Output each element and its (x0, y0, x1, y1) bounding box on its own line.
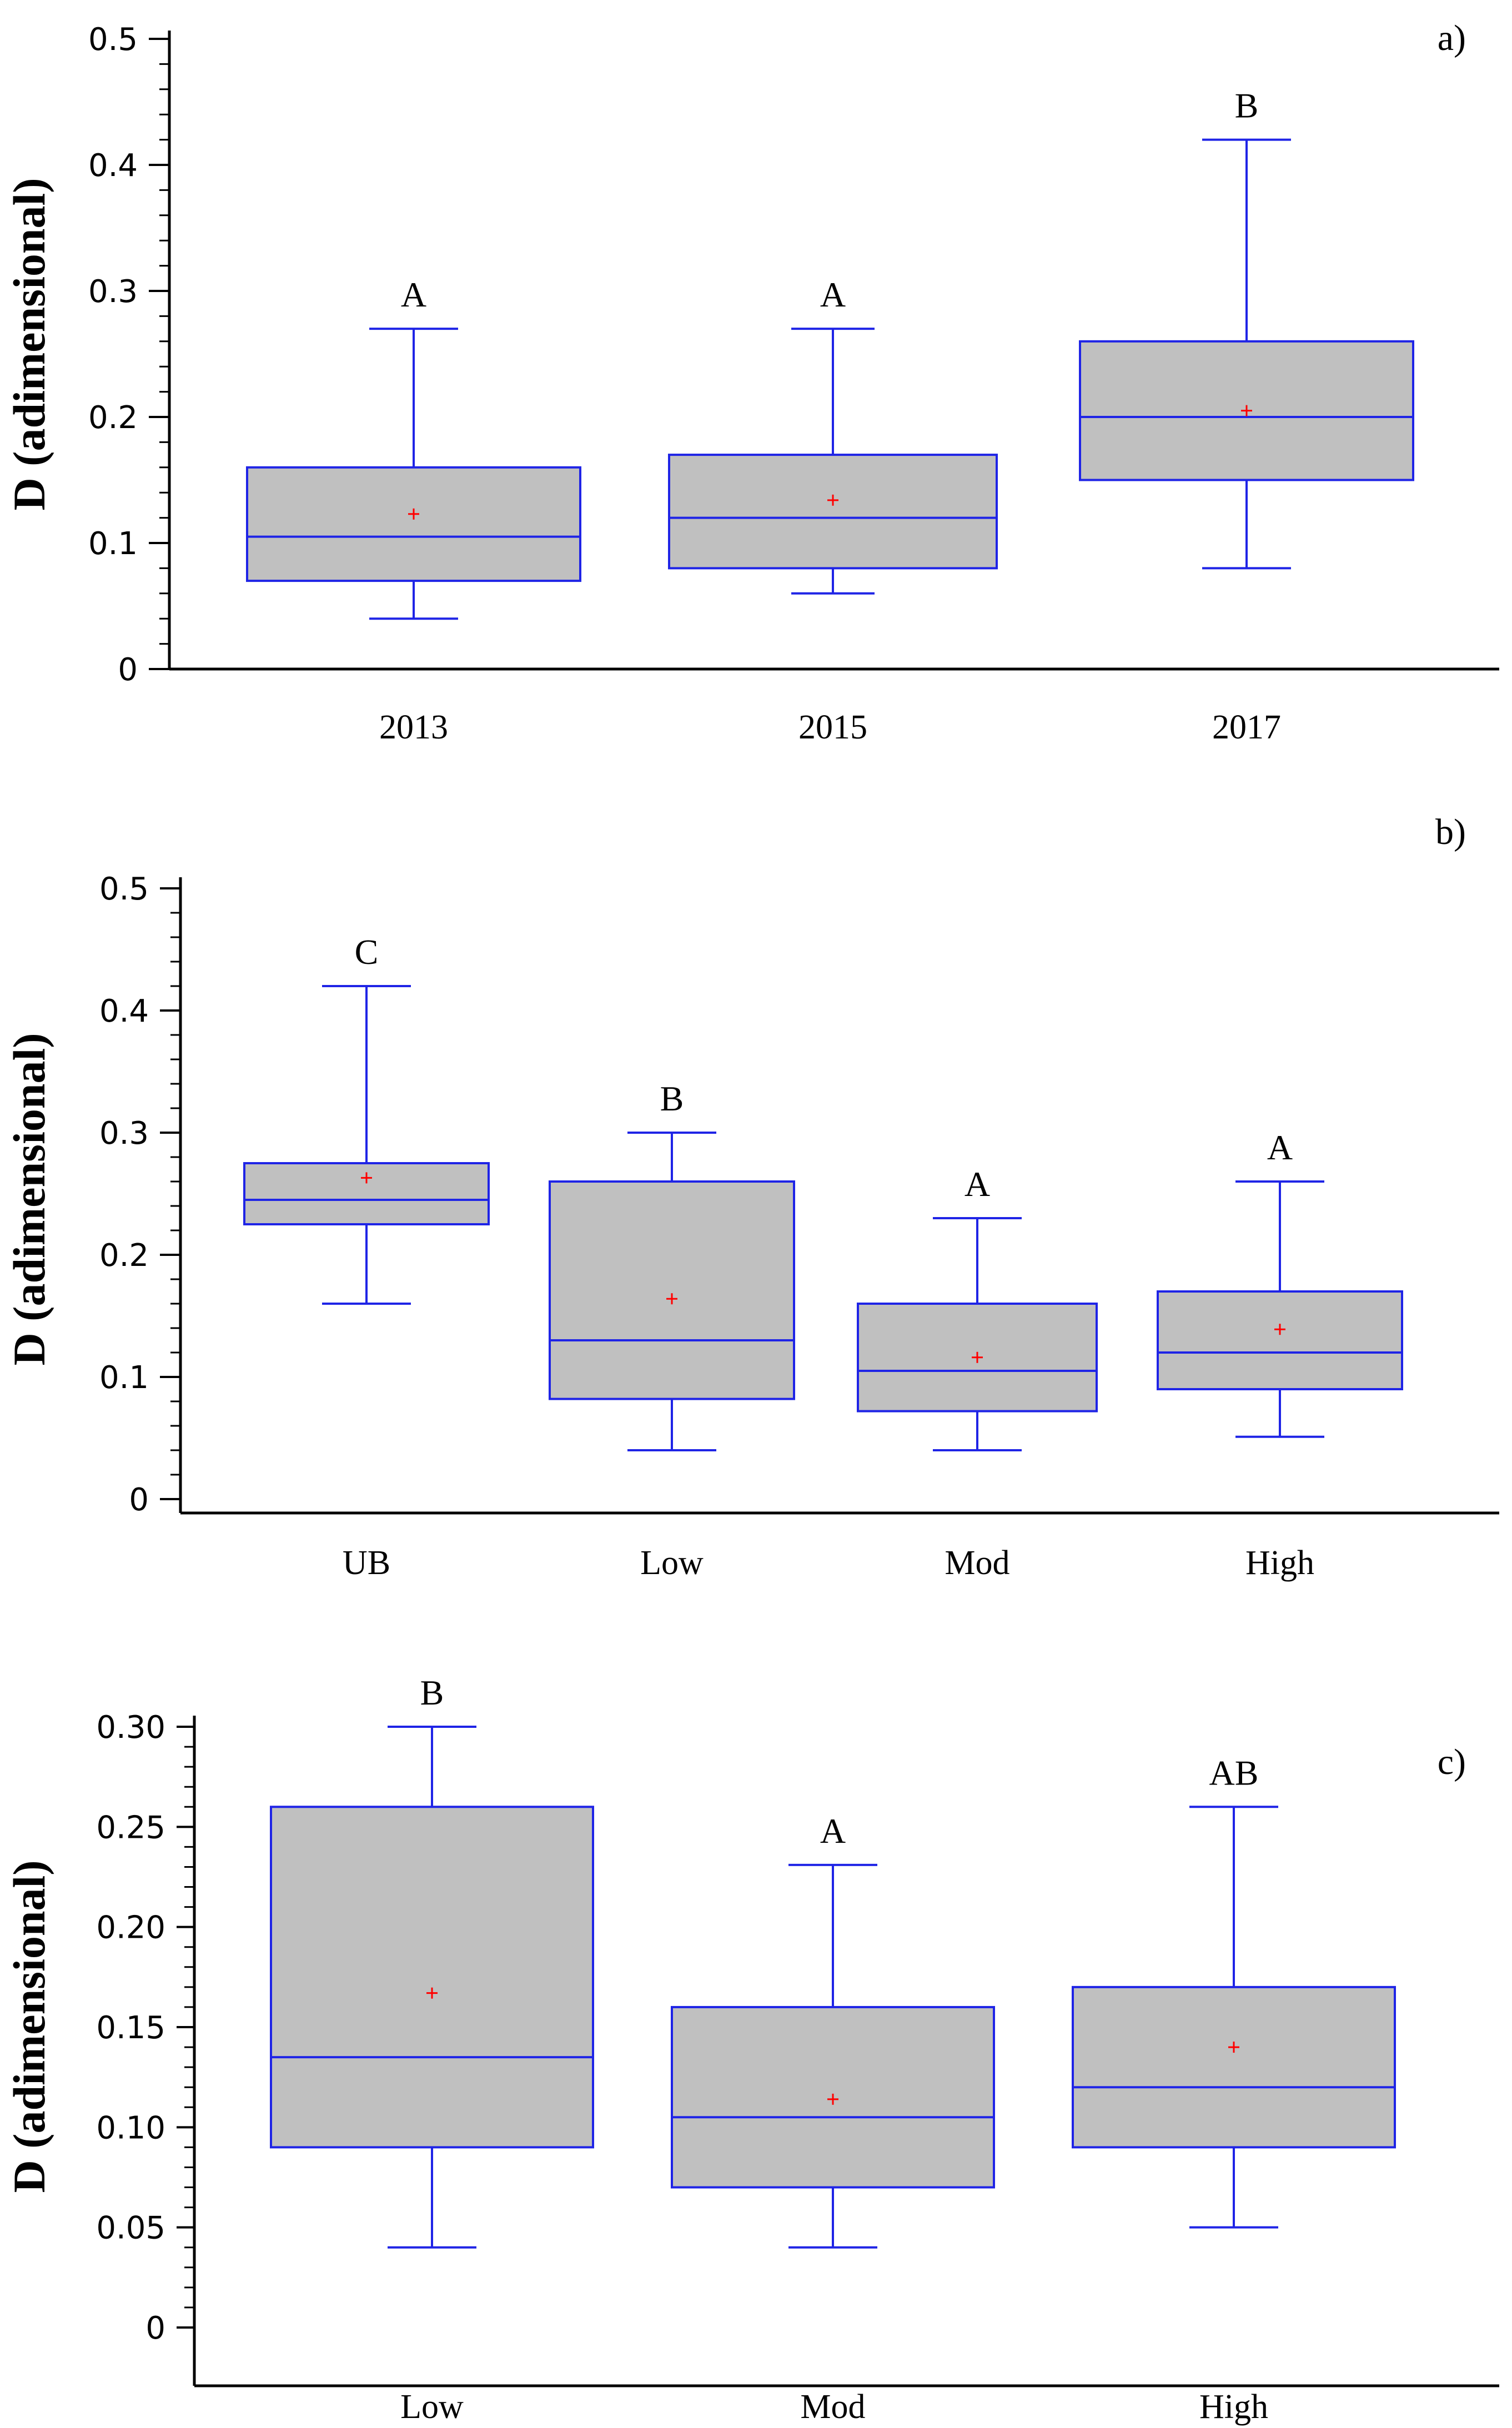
significance-letter: C (355, 932, 379, 972)
iqr-box (1072, 1985, 1396, 2149)
category-label: Low (640, 1544, 704, 1582)
box-2015: A 2015 (668, 275, 998, 746)
significance-letter: B (420, 1673, 444, 1712)
significance-letter: A (965, 1164, 990, 1204)
y-tick-label: 0.30 (96, 1710, 165, 1746)
y-tick-label: 0.5 (99, 871, 149, 907)
box-high: A High (1157, 1128, 1403, 1582)
panel-tag: c) (1438, 1742, 1466, 1782)
y-tick-label: 0.2 (99, 1238, 149, 1274)
y-tick-label: 0.3 (88, 274, 138, 310)
iqr-box (270, 1806, 594, 2149)
y-tick-label: 0.25 (96, 1809, 165, 1846)
significance-letter: B (660, 1079, 684, 1118)
y-tick-label: 0.5 (88, 22, 138, 58)
category-label: 2017 (1212, 708, 1281, 746)
category-label: Mod (800, 2388, 865, 2426)
y-tick-label: 0.1 (88, 526, 138, 562)
box-2013: A 2013 (246, 275, 581, 746)
box-low: B Low (549, 1079, 795, 1582)
iqr-box (549, 1180, 795, 1400)
significance-letter: AB (1209, 1753, 1259, 1792)
panel-tag: b) (1435, 812, 1466, 852)
panel-b: 0 0.1 0.2 0.3 0.4 0.5 D (adimensional) b) C UB B Lo… (4, 812, 1499, 1582)
y-tick-label: 0.20 (96, 1910, 165, 1946)
y-tick-label: 0.15 (96, 2010, 165, 2046)
panel-a: 00.10.20.30.40.5D (adimensional)a)A2013A… (4, 18, 1499, 746)
panel-c: 0 0.05 0.10 0.15 0.20 0.25 0.30 D (adimensional… (4, 1673, 1499, 2426)
box-high: AB High (1072, 1753, 1396, 2426)
y-tick-label: 0.4 (99, 993, 149, 1029)
category-label: UB (343, 1544, 390, 1582)
y-tick-label: 0 (129, 1482, 149, 1518)
category-label: Mod (945, 1544, 1009, 1582)
category-label: Low (400, 2388, 464, 2426)
category-label: 2013 (379, 708, 448, 746)
box-mod: A Mod (671, 1811, 995, 2426)
box-low: B Low (270, 1673, 594, 2426)
significance-letter: A (1267, 1128, 1293, 1167)
y-tick-label: 0.05 (96, 2210, 165, 2246)
y-tick-label: 0 (145, 2310, 165, 2346)
box-ub: C UB (243, 932, 490, 1582)
significance-letter: A (820, 1811, 846, 1851)
iqr-box (668, 454, 998, 570)
y-tick-label: 0 (118, 652, 138, 688)
y-axis-label: D (adimensional) (4, 1033, 54, 1365)
y-tick-label: 0.3 (99, 1115, 149, 1152)
y-tick-label: 0.4 (88, 148, 138, 184)
significance-letter: B (1235, 86, 1259, 125)
category-label: High (1245, 1544, 1314, 1582)
category-label: High (1199, 2388, 1268, 2426)
category-label: 2015 (798, 708, 867, 746)
y-axis-label: D (adimensional) (4, 178, 54, 510)
box-mod: A Mod (857, 1164, 1098, 1582)
box-2017: B 2017 (1079, 86, 1414, 746)
iqr-box (1157, 1290, 1403, 1390)
y-axis-label: D (adimensional) (4, 1860, 54, 2193)
y-tick-label: 0.2 (88, 400, 138, 436)
y-tick-label: 0.1 (99, 1360, 149, 1396)
iqr-box (246, 466, 581, 582)
significance-letter: A (820, 275, 846, 314)
y-tick-label: 0.10 (96, 2110, 165, 2146)
panel-tag: a) (1438, 18, 1466, 58)
significance-letter: A (401, 275, 426, 314)
